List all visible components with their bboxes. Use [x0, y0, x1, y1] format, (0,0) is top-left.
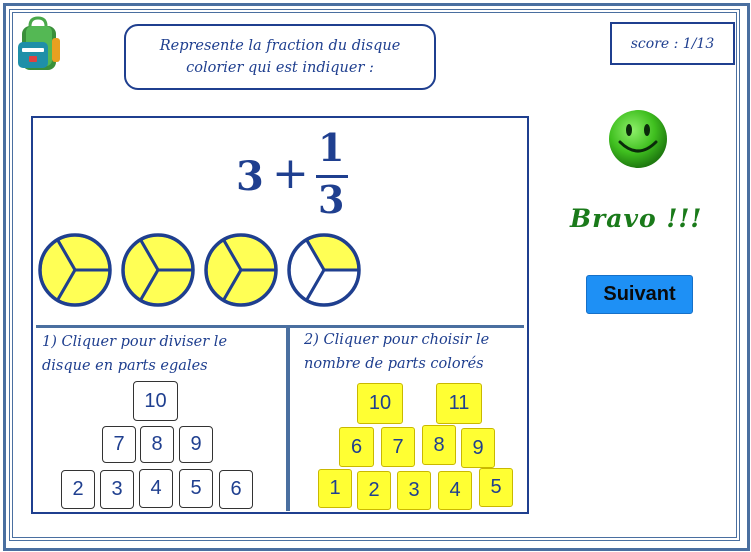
fraction-whole: 3 — [236, 153, 264, 200]
color-button-8[interactable]: 8 — [422, 425, 456, 465]
feedback-text: Bravo !!! — [570, 204, 703, 233]
divide-button-3[interactable]: 3 — [100, 470, 134, 509]
divide-button-8[interactable]: 8 — [140, 426, 174, 463]
divide-button-10[interactable]: 10 — [133, 381, 178, 421]
color-button-6[interactable]: 6 — [339, 427, 374, 467]
color-button-11[interactable]: 11 — [436, 383, 482, 424]
fraction-disk — [287, 233, 361, 307]
color-button-9[interactable]: 9 — [461, 428, 495, 468]
divide-button-9[interactable]: 9 — [179, 426, 213, 463]
instruction-box: Represente la fraction du disque colorie… — [124, 24, 436, 90]
fraction-numerator: 1 — [318, 125, 345, 170]
divide-button-2[interactable]: 2 — [61, 470, 95, 509]
middle-frame — [9, 9, 740, 541]
vertical-divider — [286, 325, 290, 511]
exercise-board — [31, 116, 529, 514]
disk-outline — [287, 233, 361, 307]
instruction-line-2: colorier qui est indiquer : — [186, 60, 374, 76]
step2-line-2: nombre de parts colorés — [304, 356, 484, 372]
backpack-icon — [18, 16, 60, 70]
disk-outline — [38, 233, 112, 307]
instruction-line-1: Represente la fraction du disque — [159, 38, 401, 54]
inner-frame — [12, 12, 737, 538]
divide-button-7[interactable]: 7 — [102, 426, 136, 463]
color-button-3[interactable]: 3 — [397, 471, 431, 510]
step1-instruction: 1) Cliquer pour diviser le disque en par… — [42, 330, 282, 378]
score-text: score : 1/13 — [630, 35, 715, 52]
next-button[interactable]: Suivant — [586, 275, 693, 314]
color-button-10[interactable]: 10 — [357, 383, 403, 424]
color-button-7[interactable]: 7 — [381, 427, 415, 467]
fraction-denominator: 3 — [318, 177, 345, 222]
smiley-icon — [609, 110, 667, 168]
color-button-2[interactable]: 2 — [357, 471, 391, 510]
disk-row — [38, 233, 361, 307]
fraction-operator: + — [272, 148, 309, 199]
fraction-bar — [316, 175, 348, 178]
step2-line-1: 2) Cliquer pour choisir le — [304, 332, 490, 348]
step1-line-1: 1) Cliquer pour diviser le — [42, 334, 228, 350]
color-button-1[interactable]: 1 — [318, 469, 352, 508]
color-button-4[interactable]: 4 — [438, 471, 472, 510]
outer-frame — [3, 3, 750, 551]
step1-line-2: disque en parts egales — [42, 358, 208, 374]
divide-button-4[interactable]: 4 — [139, 469, 173, 508]
color-button-5[interactable]: 5 — [479, 468, 513, 507]
disk-outline — [121, 233, 195, 307]
fraction-disk — [204, 233, 278, 307]
horizontal-divider — [36, 325, 524, 328]
divide-button-6[interactable]: 6 — [219, 470, 253, 509]
step2-instruction: 2) Cliquer pour choisir le nombre de par… — [304, 328, 529, 376]
fraction-expression: 3 + 1 3 — [236, 128, 356, 224]
score-box: score : 1/13 — [610, 22, 735, 65]
disk-outline — [204, 233, 278, 307]
fraction-disk — [121, 233, 195, 307]
fraction-disk — [38, 233, 112, 307]
divide-button-5[interactable]: 5 — [179, 469, 213, 508]
